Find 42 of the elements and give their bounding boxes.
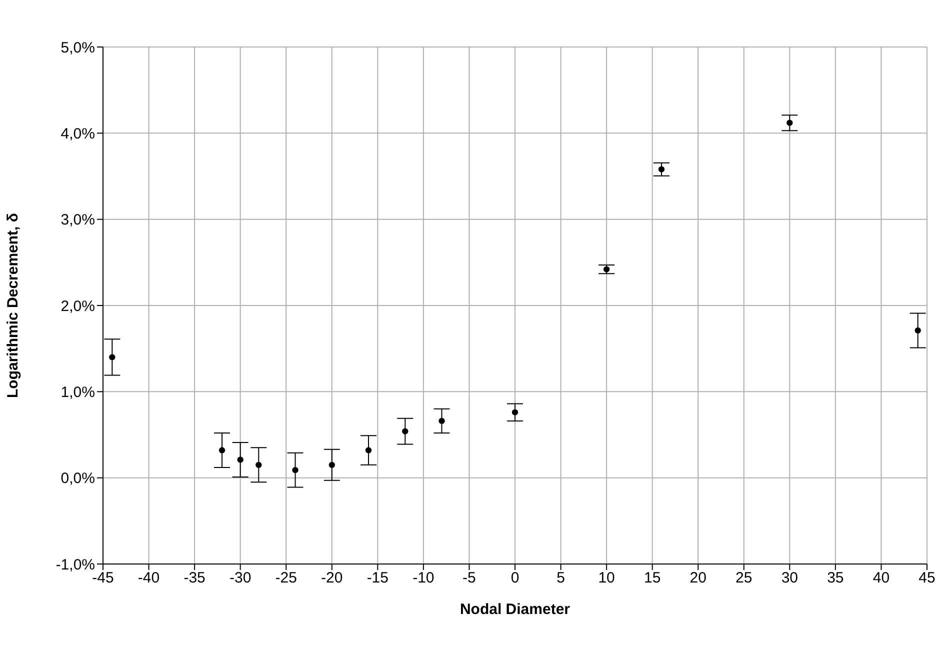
y-tick-label: 5,0% [60, 39, 95, 56]
point [237, 456, 244, 463]
x-tick-label: -30 [229, 570, 252, 587]
x-tick-label: -10 [412, 570, 434, 587]
point [292, 466, 298, 474]
x-tick-label: 30 [781, 570, 798, 587]
point [512, 409, 518, 416]
point [603, 266, 610, 272]
y-tick-label: 3,0% [60, 212, 95, 229]
point [438, 418, 445, 424]
point [402, 428, 408, 434]
point [786, 120, 793, 126]
x-tick-label: 20 [690, 570, 706, 587]
x-tick-label: -5 [462, 570, 476, 587]
y-axis-title: Logarithmic Decrement, δ [4, 213, 22, 398]
x-tick-label: -25 [275, 570, 297, 587]
y-tick-label: -1,0% [56, 556, 95, 574]
x-tick-label: -40 [138, 570, 160, 587]
point [328, 462, 335, 468]
x-tick-label: -35 [184, 570, 206, 587]
y-tick-label: 1,0% [60, 384, 95, 401]
x-tick-label: 15 [644, 570, 661, 587]
x-tick-label: 10 [598, 570, 615, 587]
x-tick-label: -20 [321, 570, 343, 587]
y-tick-label: 4,0% [60, 125, 95, 142]
x-tick-label: 0 [510, 570, 520, 587]
x-tick-label: 35 [827, 570, 844, 587]
point [256, 462, 262, 468]
x-tick-label: -15 [366, 570, 389, 587]
x-tick-label: -45 [92, 570, 114, 587]
point [914, 327, 921, 334]
x-tick-label: 25 [736, 570, 752, 587]
point [109, 354, 116, 360]
x-axis-title: Nodal Diameter [460, 601, 570, 618]
point [218, 447, 226, 454]
x-tick-label: 40 [872, 570, 890, 587]
x-tick-label: 5 [556, 570, 565, 587]
y-tick-label: 0,0% [60, 470, 95, 488]
point [658, 166, 665, 172]
y-tick-label: 2,0% [60, 298, 95, 315]
point [365, 447, 372, 454]
x-tick-label: 45 [918, 570, 936, 587]
